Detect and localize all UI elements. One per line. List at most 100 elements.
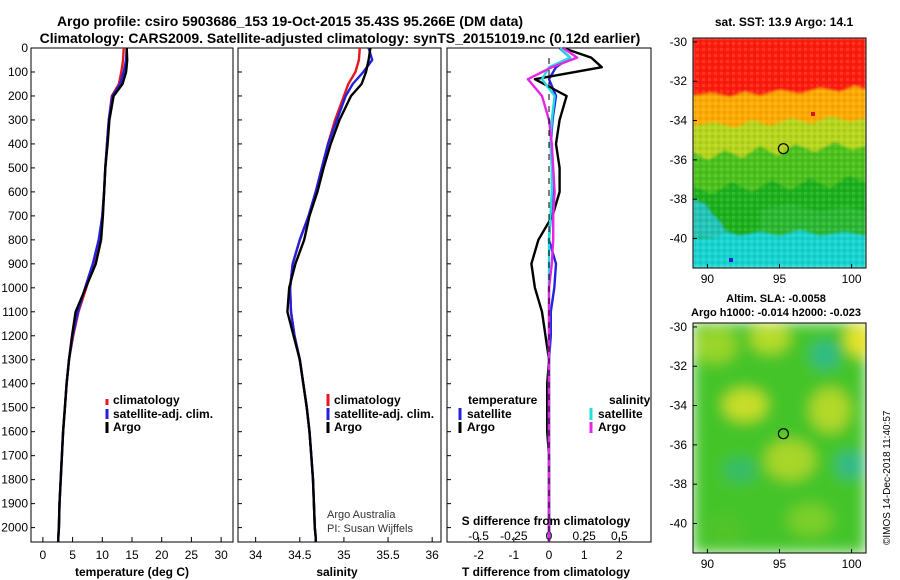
- lat-tick-label: -30: [670, 320, 688, 334]
- sla-map-title: Altim. SLA: -0.0058: [726, 293, 826, 305]
- depth-tick-label: 1500: [1, 401, 28, 415]
- x-tick-label: 36: [425, 548, 439, 562]
- x-tick-label: 30: [214, 548, 228, 562]
- s-tick-label: 0.25: [572, 529, 596, 543]
- sst-map-title: sat. SST: 13.9 Argo: 14.1: [715, 15, 854, 29]
- depth-axis: 0 100 200 300 400 500 600 700 800 900 1000 1100 1200…: [1, 41, 35, 535]
- temperature-series: [57, 47, 129, 542]
- x-tick-label: 5: [69, 548, 76, 562]
- sla-map-axes: 90 95 100 -30 -32 -34 -36 -38 -40: [670, 320, 862, 571]
- depth-tick-label: 800: [8, 233, 28, 247]
- figure-title-line1: Argo profile: csiro 5903686_153 19-Oct-2…: [57, 13, 523, 29]
- lat-tick-label: -38: [670, 192, 688, 206]
- depth-tick-label: 1300: [1, 353, 28, 367]
- temperature-x-axis: 0 5 10 15 20 25 30: [40, 537, 228, 562]
- x-tick-label: -1: [508, 548, 519, 562]
- s-tick-label: -0.25: [500, 529, 528, 543]
- legend-label-t-satellite: satellite: [467, 407, 512, 421]
- legend-title-temperature: temperature: [468, 393, 538, 407]
- legend-label-s-satellite: satellite: [598, 407, 643, 421]
- x-tick-label: 34.5: [288, 548, 312, 562]
- lon-tick-label: 100: [842, 557, 862, 571]
- sst-field: [693, 38, 866, 268]
- x-tick-label: 25: [185, 548, 199, 562]
- sla-map-subtitle: Argo h1000: -0.014 h2000: -0.023: [691, 307, 861, 319]
- sla-field: [693, 323, 866, 553]
- temperature-legend: climatology satellite-adj. clim. Argo: [105, 393, 213, 434]
- lat-tick-label: -32: [670, 359, 688, 373]
- salinity-x-axis: 34 34.5 35 35.5 36: [238, 47, 439, 562]
- difference-series: [526, 46, 603, 542]
- depth-tick-label: 1800: [1, 473, 28, 487]
- sst-map-axes: 90 95 100 -30 -32 -34 -36 -38 -40: [670, 35, 862, 286]
- legend-label-climatology: climatology: [113, 393, 180, 407]
- t-difference-label: T difference from climatology: [462, 565, 630, 579]
- temperature-plot-frame: [30, 47, 234, 543]
- s-tick-label: 0.5: [611, 529, 628, 543]
- depth-tick-label: 1000: [1, 281, 28, 295]
- x-tick-label: 35.5: [376, 548, 400, 562]
- sla-map-panel: Altim. SLA: -0.0058 Argo h1000: -0.014 h…: [670, 293, 867, 571]
- depth-tick-label: 1200: [1, 329, 28, 343]
- lon-tick-label: 95: [773, 272, 787, 286]
- depth-tick-label: 100: [8, 65, 28, 79]
- depth-tick-label: 1100: [2, 305, 28, 319]
- legend-title-salinity: salinity: [609, 393, 651, 407]
- x-tick-label: 20: [155, 548, 169, 562]
- legend-label-satellite-adj: satellite-adj. clim.: [334, 407, 434, 421]
- x-tick-label: 35: [337, 548, 351, 562]
- salinity-x-label: salinity: [316, 565, 358, 579]
- depth-tick-label: 1900: [1, 497, 28, 511]
- legend-label-argo: Argo: [113, 420, 141, 434]
- series-line-argo: [286, 47, 372, 542]
- lat-tick-label: -32: [670, 74, 688, 88]
- x-tick-label: 15: [125, 548, 139, 562]
- depth-tick-label: 1400: [1, 377, 28, 391]
- depth-tick-label: 1700: [1, 449, 28, 463]
- temperature-x-label: temperature (deg C): [75, 565, 189, 579]
- lat-tick-label: -40: [670, 517, 688, 531]
- depth-tick-label: 700: [8, 209, 28, 223]
- difference-panel: -2 -1 0 1 2 -0.5 -0.25 0 0.25 0.5 temperature sa…: [446, 46, 652, 579]
- depth-tick-label: 400: [8, 137, 28, 151]
- s-tick-label: -0.5: [468, 529, 489, 543]
- lat-tick-label: -40: [670, 232, 688, 246]
- credit-pi: PI: Susan Wijffels: [327, 523, 413, 535]
- depth-tick-label: 300: [8, 113, 28, 127]
- argo-position-marker: [777, 428, 789, 440]
- legend-label-satellite-adj: satellite-adj. clim.: [113, 407, 213, 421]
- lon-tick-label: 95: [773, 557, 787, 571]
- sst-map-panel: sat. SST: 13.9 Argo: 14.1 90 95 100 -30 -32 -…: [670, 15, 867, 286]
- series-line-argo: [57, 47, 129, 542]
- salinity-series: [286, 47, 374, 542]
- x-tick-label: -2: [473, 548, 484, 562]
- salinity-legend: climatology satellite-adj. clim. Argo: [326, 393, 434, 434]
- depth-tick-label: 600: [8, 185, 28, 199]
- credit-org: Argo Australia: [327, 509, 396, 521]
- x-tick-label: 2: [616, 548, 623, 562]
- difference-x-axis: -2 -1 0 1 2: [447, 47, 623, 562]
- x-tick-label: 34: [249, 548, 263, 562]
- lat-tick-label: -38: [670, 477, 688, 491]
- x-tick-label: 10: [96, 548, 110, 562]
- lat-tick-label: -36: [670, 153, 688, 167]
- x-tick-label: 0: [40, 548, 47, 562]
- depth-tick-label: 500: [8, 161, 28, 175]
- s-difference-label: S difference from climatology: [462, 514, 631, 528]
- salinity-panel: 34 34.5 35 35.5 36 climatology satellite-adj…: [237, 47, 442, 579]
- depth-tick-label: 200: [8, 89, 28, 103]
- depth-tick-label: 0: [21, 41, 28, 55]
- legend-label-argo: Argo: [334, 420, 362, 434]
- legend-label-t-argo: Argo: [467, 420, 495, 434]
- depth-tick-label: 2000: [1, 521, 28, 535]
- depth-tick-label: 900: [8, 257, 28, 271]
- x-tick-label: 0: [546, 548, 553, 562]
- figure-title-line2: Climatology: CARS2009. Satellite-adjuste…: [40, 30, 641, 46]
- legend-label-climatology: climatology: [334, 393, 401, 407]
- lon-tick-label: 90: [701, 557, 715, 571]
- legend-label-s-argo: Argo: [598, 420, 626, 434]
- x-tick-label: 1: [581, 548, 588, 562]
- difference-legend: temperature satellite Argo salinity sate…: [458, 393, 651, 434]
- lon-tick-label: 100: [842, 272, 862, 286]
